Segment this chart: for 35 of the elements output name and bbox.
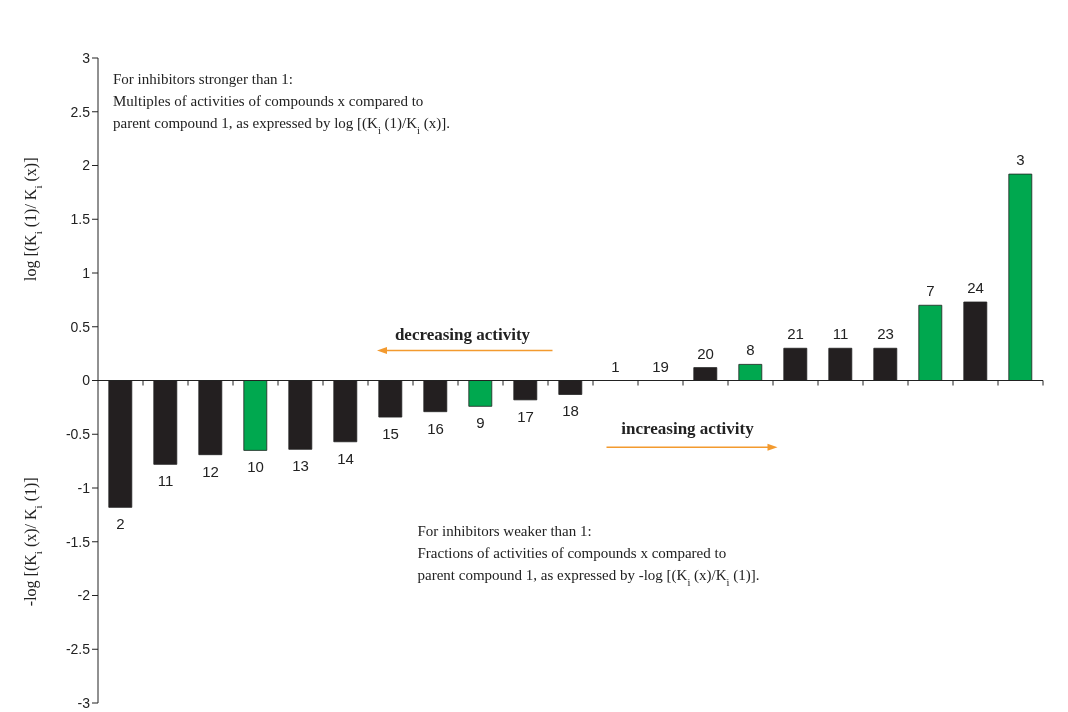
y-tick-label: 1 <box>82 264 91 281</box>
annotation: increasing activity <box>621 419 755 439</box>
x-tick-label: 14 <box>337 449 354 467</box>
y-tick-label: 2.5 <box>70 103 91 120</box>
x-tick-label: 13 <box>292 457 309 475</box>
x-tick-label: 19 <box>652 357 669 375</box>
annotation: decreasing activity <box>394 324 531 344</box>
x-tick-label: 23 <box>877 325 894 343</box>
x-tick-label: 16 <box>427 419 444 437</box>
x-tick-label: 18 <box>562 402 579 420</box>
y-tick-label: -3 <box>77 694 91 711</box>
y-tick-label: 0.5 <box>70 318 91 335</box>
y-tick-label: -1.5 <box>65 533 91 550</box>
x-tick-label: 15 <box>382 425 399 443</box>
x-tick-label: 8 <box>746 341 755 359</box>
y-tick-label: -0.5 <box>65 426 91 443</box>
x-tick-label: 7 <box>926 282 935 300</box>
x-tick-label: 12 <box>202 462 219 480</box>
x-tick-label: 20 <box>697 344 714 362</box>
x-tick-label: 21 <box>787 325 804 343</box>
x-tick-label: 24 <box>967 279 984 297</box>
y-tick-label: -1 <box>77 479 91 496</box>
y-tick-label: 3 <box>82 49 91 66</box>
y-tick-label: 0 <box>82 372 91 389</box>
x-tick-label: 17 <box>517 407 534 425</box>
x-tick-label: 11 <box>832 325 849 343</box>
y-tick-label: -2 <box>77 587 91 604</box>
y-tick-label: 1.5 <box>70 211 91 228</box>
x-tick-label: 10 <box>247 458 264 476</box>
y-tick-label: 2 <box>82 157 91 174</box>
x-tick-label: 11 <box>157 472 174 490</box>
x-tick-label: 9 <box>476 414 485 432</box>
y-tick-label: -2.5 <box>65 641 91 658</box>
annotation: For inhibitors weaker than 1: Fractions of activities of compounds x compared to parent compound 1, as expressed by -log [(K$_{i}$ (x)/K$_{i}$ (1)]. <box>417 523 760 588</box>
annotation: For inhibitors stronger than 1: Multiples of activities of compounds x compared to parent compound 1, as expressed by log [(K$_{i}$ (1)/K$_{i}$ (x)]. <box>113 70 451 136</box>
